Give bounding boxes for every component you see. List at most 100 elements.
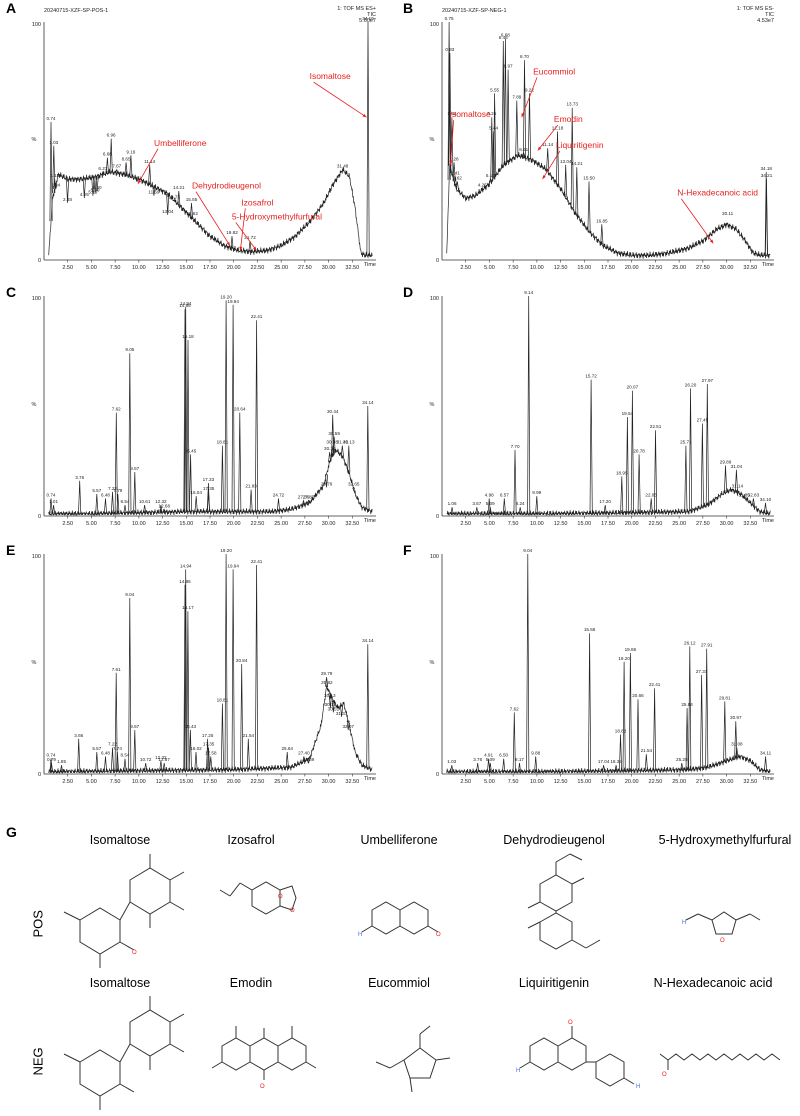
peak-label: 14.21 (571, 161, 583, 166)
peak (128, 353, 132, 513)
peak-label: 16.02 (190, 746, 202, 751)
peak (302, 756, 306, 762)
peak-label: 8.61 (519, 147, 528, 152)
peak (207, 491, 211, 512)
peak (230, 236, 234, 249)
peak-label: 11.59 (148, 190, 160, 195)
neg-compound-eucommiol: Eucommiol (368, 976, 430, 990)
pos-compound-hmf: 5-Hydroxymethylfurfural (658, 833, 792, 847)
header-right-line: TIC (367, 12, 376, 18)
peak-label: 6.48 (101, 750, 110, 755)
peak (49, 121, 53, 222)
annotation-arrow (450, 120, 454, 165)
x-tick-label: 12.50 (156, 521, 170, 527)
peak-label: 34.11 (760, 750, 772, 755)
x-tick-label: 30.00 (322, 521, 336, 527)
peak (50, 762, 53, 772)
peak (77, 738, 81, 772)
peak-label: 8.54 (121, 753, 130, 758)
peak (518, 507, 522, 514)
baseline-trace (48, 167, 373, 259)
x-tick-label: 20.00 (227, 779, 241, 785)
peak-label: 5.57 (92, 488, 101, 493)
peak-label: 14.86 (179, 579, 191, 584)
peak (177, 190, 181, 205)
peak-label: 26.12 (684, 640, 696, 645)
peak (588, 633, 592, 772)
peak (506, 69, 510, 162)
peak (129, 155, 133, 177)
peak (143, 504, 147, 513)
peak-label: 9.57 (130, 466, 139, 471)
peak-label: 20.78 (633, 448, 645, 453)
peak-label: 19.20 (220, 548, 232, 553)
x-tick-label: 2.50 (62, 521, 73, 527)
peak-label: 19.20 (618, 656, 630, 661)
peak-label: 27.40 (298, 750, 310, 755)
peak (447, 21, 451, 180)
x-unit-label: Time (364, 262, 376, 268)
peak (231, 569, 235, 770)
peak-label: 5.25 (487, 111, 496, 116)
annotation-arrowhead (362, 113, 367, 118)
x-tick-label: 5.00 (86, 265, 97, 271)
x-tick-label: 27.50 (696, 779, 710, 785)
x-tick-label: 15.00 (179, 779, 193, 785)
x-tick-label: 27.50 (298, 521, 312, 527)
peak-label: 27.89 (303, 757, 315, 762)
chromatogram-b: 20240715-XZF-SP-NEG-1 1: TOF MS ES-TIC4.5… (430, 6, 775, 271)
x-tick-label: 2.50 (460, 521, 471, 527)
peak-label: 27.45 (697, 418, 709, 423)
peak-label: 15.45 (185, 448, 197, 453)
y-bottom-label: 0 (38, 258, 41, 264)
peak (238, 412, 242, 512)
peak (366, 644, 370, 768)
x-tick-label: 32.50 (345, 265, 359, 271)
peak-label: 17.35 (203, 742, 215, 747)
panel-letter-d: D (403, 284, 414, 300)
peak-label: 9.16 (126, 149, 135, 154)
peak (159, 504, 163, 513)
x-tick-label: 25.00 (672, 521, 686, 527)
peak (340, 705, 344, 717)
chromatogram-e: 100 0% Time 2.50 5.00 7.50 10.00 12.50 15.00 17.5… (32, 548, 376, 785)
structure-neg-isomaltose (63, 996, 185, 1110)
x-tick-label: 32.50 (345, 779, 359, 785)
peak (78, 480, 82, 514)
x-tick-label: 2.50 (62, 265, 73, 271)
peak (735, 488, 739, 493)
peak-label: 22.41 (251, 559, 263, 564)
neg-compound-emodin: Emodin (229, 976, 273, 990)
peak (110, 491, 114, 514)
x-tick-label: 32.50 (743, 521, 757, 527)
peak-label: 6.68 (103, 152, 112, 157)
peak (207, 747, 211, 770)
peak-label: 8.70 (520, 54, 529, 59)
peak (575, 167, 579, 216)
structure-pos-isomaltose (63, 854, 185, 968)
peak (162, 508, 166, 513)
peak-label: 12.32 (155, 499, 167, 504)
x-tick-label: 10.00 (132, 521, 146, 527)
peak-label: 31.37 (336, 711, 348, 716)
peak (589, 379, 593, 514)
peak (490, 117, 494, 181)
peak-label: 27.91 (701, 643, 713, 648)
x-tick-label: 2.50 (460, 779, 471, 785)
peak (724, 465, 728, 493)
annotation-arrow (239, 208, 246, 251)
peak (688, 646, 692, 770)
peak-label: 24.72 (273, 492, 285, 497)
peak (742, 496, 746, 499)
peak (680, 762, 684, 770)
y-axis-label: % (430, 402, 435, 408)
peak-label: 3.67 (472, 501, 481, 506)
peak-label: 19.94 (227, 563, 239, 568)
peak-label: 31.04 (731, 464, 743, 469)
peak (306, 499, 310, 504)
peak (188, 729, 192, 771)
peak (93, 176, 97, 194)
peak (184, 569, 188, 771)
peak (488, 507, 492, 514)
peak (526, 553, 530, 772)
